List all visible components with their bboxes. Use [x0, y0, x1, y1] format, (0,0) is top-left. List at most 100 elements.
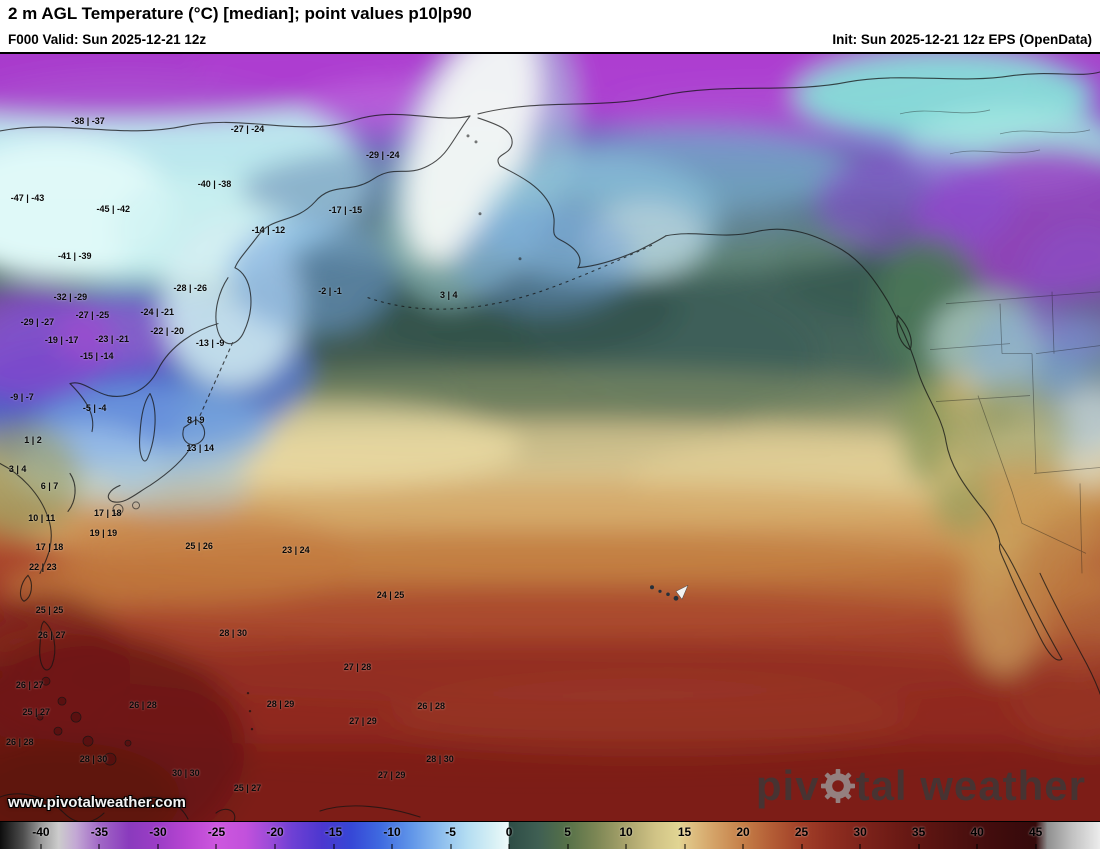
point-value: 28 | 30: [79, 753, 108, 764]
colorbar-label: -10: [383, 825, 401, 839]
point-value: 25 | 26: [185, 540, 213, 551]
coastlines: [0, 71, 1100, 821]
point-value: 3 | 4: [440, 289, 458, 300]
colorbar-tick: [976, 844, 978, 849]
brand-watermark: piv tal weather: [756, 765, 1086, 807]
colorbar-wrap: -40 -35 -30 -25 -20 -15 -10 -5 0 5 10 15 20 25 30 35 40 4…: [0, 821, 1100, 849]
point-value: 6 | 7: [40, 480, 59, 491]
colorbar-label: -20: [266, 825, 284, 839]
colorbar-tick: [801, 844, 803, 849]
colorbar-tick: [742, 844, 744, 849]
valid-time-label: F000 Valid: Sun 2025-12-21 12z: [8, 32, 207, 47]
point-value: 17 | 18: [94, 507, 122, 518]
point-value: 26 | 28: [129, 700, 157, 711]
colorbar-tick: [215, 844, 217, 849]
colorbar: -40 -35 -30 -25 -20 -15 -10 -5 0 5 10 15 20 25 30 35 40 4…: [0, 822, 1100, 849]
point-value: -29 | -27: [20, 316, 55, 327]
point-value: -27 | -24: [230, 124, 265, 135]
point-value: 25 | 25: [35, 605, 64, 616]
point-value: 13 | 14: [186, 443, 214, 454]
point-value: 24 | 25: [376, 589, 405, 600]
point-value: 26 | 27: [15, 680, 44, 691]
point-value: 10 | 11: [28, 513, 56, 524]
point-value: 26 | 28: [417, 700, 445, 711]
run-info-bar: F000 Valid: Sun 2025-12-21 12z Init: Sun…: [0, 27, 1100, 54]
colorbar-label: 40: [970, 825, 984, 839]
point-value: -41 | -39: [58, 250, 92, 261]
colorbar-tick: [391, 844, 393, 849]
point-value: -29 | -24: [366, 150, 400, 161]
point-value: -28 | -26: [173, 282, 208, 293]
point-value: 27 | 28: [343, 661, 372, 672]
point-value: -27 | -25: [75, 309, 110, 320]
colorbar-label: -5: [445, 825, 456, 839]
point-value: 26 | 28: [6, 736, 34, 747]
colorbar-label: 10: [619, 825, 633, 839]
colorbar-tick: [1035, 844, 1037, 849]
gear-icon: [820, 769, 855, 803]
colorbar-label: 30: [853, 825, 867, 839]
colorbar-tick: [98, 844, 100, 849]
temperature-map: -38 | -37 -27 | -24 -29 | -24 -40 | -38 -47 …: [0, 54, 1100, 821]
point-value: -40 | -38: [197, 178, 232, 189]
brand-prefix: piv: [755, 762, 820, 809]
colorbar-tick: [274, 844, 276, 849]
temperature-field-image: [0, 54, 1100, 821]
point-value: -15 | -14: [80, 351, 114, 362]
point-value: -9 | -7: [10, 391, 34, 402]
hawaii-marker-icon: [675, 584, 689, 600]
colorbar-label: -25: [207, 825, 226, 839]
borders: [899, 109, 1100, 574]
colorbar-label: -40: [32, 825, 50, 839]
colorbar-label: 15: [677, 825, 692, 839]
title-bar: 2 m AGL Temperature (°C) [median]; point…: [0, 0, 1100, 27]
colorbar-label: 35: [911, 825, 926, 839]
point-value: -17 | -15: [328, 204, 363, 215]
point-value: 19 | 19: [89, 527, 118, 538]
point-value: 25 | 27: [233, 783, 262, 794]
colorbar-tick: [918, 844, 920, 849]
colorbar-tick: [508, 844, 510, 849]
islands: [36, 134, 689, 766]
colorbar-tick: [684, 844, 686, 849]
colorbar-tick: [625, 844, 627, 849]
colorbar-label: 45: [1028, 825, 1043, 839]
point-value: -47 | -43: [10, 193, 45, 204]
point-value: 23 | 24: [282, 545, 310, 556]
colorbar-tick: [333, 844, 335, 849]
colorbar-label: -35: [90, 825, 109, 839]
colorbar-tick: [157, 844, 159, 849]
colorbar-label: 20: [736, 825, 750, 839]
point-value: -24 | -21: [140, 306, 175, 317]
watermark-url: www.pivotalweather.com: [8, 794, 186, 811]
point-value: -22 | -20: [150, 325, 184, 336]
colorbar-tick: [567, 844, 569, 849]
colorbar-tick: [859, 844, 861, 849]
point-value: -14 | -12: [251, 224, 286, 235]
point-value: 28 | 30: [219, 628, 247, 639]
colorbar-tick: [40, 844, 42, 849]
point-value: 28 | 29: [266, 698, 295, 709]
point-value: -19 | -17: [44, 335, 79, 346]
point-value: -38 | -37: [71, 115, 105, 126]
point-value: -2 | -1: [318, 286, 342, 296]
colorbar-tick: [450, 844, 452, 849]
point-value: 25 | 27: [22, 707, 51, 718]
colorbar-label: 0: [505, 825, 513, 839]
point-value: 28 | 30: [426, 753, 454, 764]
point-value: 27 | 29: [377, 769, 406, 780]
point-values: -38 | -37 -27 | -24 -29 | -24 -40 | -38 -47 …: [0, 54, 1100, 821]
point-value: 8 | 9: [187, 414, 205, 425]
point-value: 27 | 29: [349, 716, 377, 727]
point-value: -45 | -42: [96, 203, 131, 214]
point-value: -32 | -29: [53, 292, 88, 303]
colorbar-label: -30: [149, 825, 167, 839]
point-value: -5 | -4: [82, 403, 107, 414]
brand-suffix: tal weather: [855, 762, 1086, 809]
point-value: 3 | 4: [8, 463, 27, 474]
colorbar-label: -15: [324, 825, 343, 839]
point-value: 1 | 2: [24, 434, 42, 445]
point-value: -13 | -9: [195, 338, 225, 349]
point-value: 26 | 27: [37, 629, 66, 640]
